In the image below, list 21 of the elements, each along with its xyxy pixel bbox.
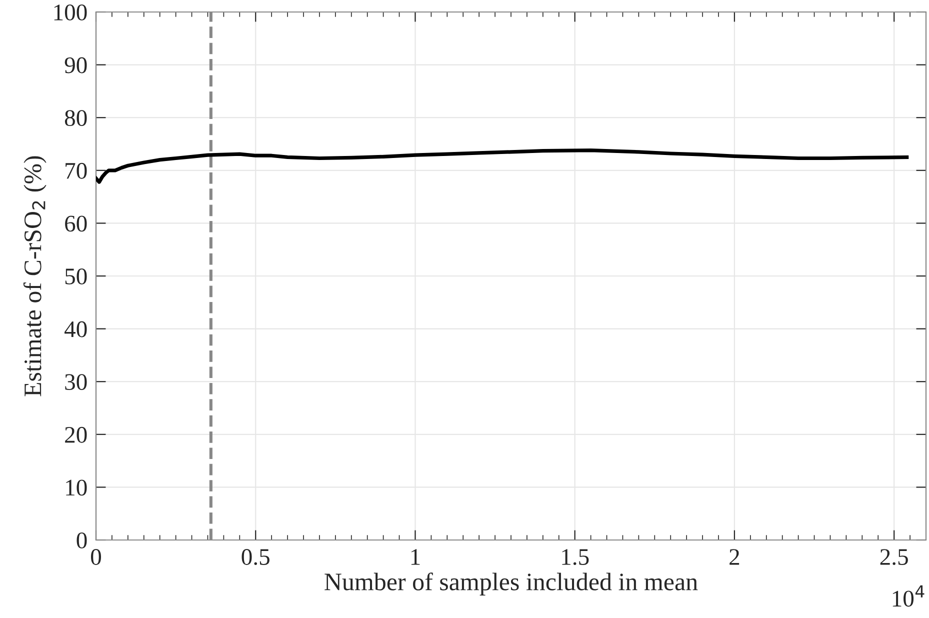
y-tick-label: 10 [66,480,87,496]
y-tick-label: 90 [64,57,87,74]
x-tick-label: 2 [730,549,740,565]
y-tick-label: 70 [66,162,87,179]
line-series [96,148,909,184]
x-tick-label: 1 [411,549,420,565]
y-tick-label: 30 [65,374,87,390]
x-tick-label: 0.5 [242,549,270,566]
y-tick-label: 60 [65,216,87,232]
y-tick-label: 40 [64,321,87,338]
y-tick-label: 20 [65,426,87,443]
y-axis-title: Estimate of C-rSO$_{2}$ (%) [23,156,46,396]
x-tick-label: 2.5 [880,549,908,566]
x-axis-title: Number of samples included in mean [324,572,698,596]
y-tick-label: 80 [64,110,87,126]
y-tick-label: 100 [54,4,87,20]
x-tick-label: 1.5 [562,549,589,566]
x-tick-label: 0 [90,549,102,565]
y-tick-label: 0 [76,532,87,548]
y-tick-label: 50 [65,268,87,284]
text: 10$^{4}$ [892,585,924,607]
